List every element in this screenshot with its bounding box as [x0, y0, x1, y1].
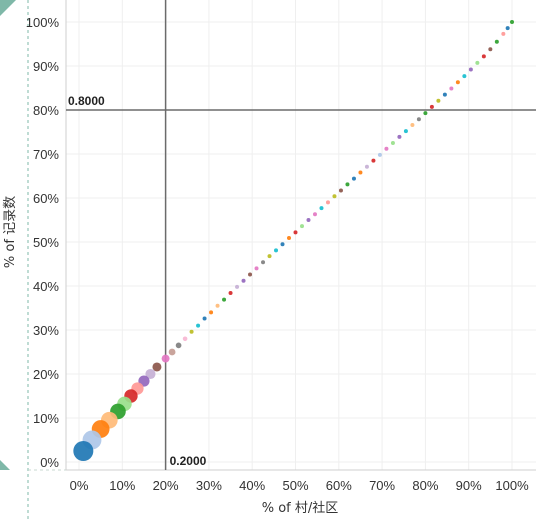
data-point-14 — [182, 336, 188, 342]
data-point-28 — [274, 248, 279, 253]
x-tick-label-1: 10% — [109, 478, 135, 493]
data-point-37 — [332, 194, 337, 199]
data-point-55 — [449, 86, 454, 91]
data-point-54 — [442, 92, 447, 97]
data-point-40 — [351, 176, 356, 181]
data-point-11 — [161, 354, 170, 363]
x-tick-label-7: 70% — [369, 478, 395, 493]
data-point-10 — [152, 362, 162, 372]
data-point-19 — [215, 303, 220, 308]
y-tick-label-4: 40% — [33, 279, 59, 294]
data-point-12 — [168, 348, 176, 356]
data-point-41 — [358, 170, 363, 175]
data-point-18 — [209, 310, 214, 315]
data-point-57 — [462, 74, 467, 79]
x-tick-label-3: 30% — [196, 478, 222, 493]
y-tick-label-1: 10% — [33, 411, 59, 426]
x-tick-label-4: 40% — [239, 478, 265, 493]
data-point-34 — [312, 212, 317, 217]
data-point-25 — [254, 266, 259, 271]
y-tick-label-9: 90% — [33, 59, 59, 74]
x-tick-label-5: 50% — [282, 478, 308, 493]
data-point-22 — [235, 284, 240, 289]
data-point-9 — [145, 368, 156, 380]
data-point-13 — [175, 342, 182, 349]
data-point-31 — [293, 230, 298, 235]
data-point-48 — [403, 129, 408, 134]
data-point-49 — [410, 122, 415, 127]
reference-line-y-label: 0.8000 — [68, 94, 105, 108]
data-point-52 — [429, 104, 434, 109]
y-tick-label-8: 80% — [33, 103, 59, 118]
y-tick-label-2: 20% — [33, 367, 59, 382]
data-point-62 — [494, 39, 499, 44]
x-tick-label-8: 80% — [412, 478, 438, 493]
data-point-42 — [364, 164, 369, 169]
data-points — [73, 20, 514, 461]
data-point-24 — [248, 272, 253, 277]
data-point-38 — [338, 188, 343, 193]
data-point-21 — [228, 291, 233, 296]
y-tick-label-0: 0% — [40, 455, 59, 470]
data-point-26 — [261, 260, 266, 265]
data-point-45 — [384, 146, 389, 151]
x-tick-label-6: 60% — [326, 478, 352, 493]
y-axis-title: % of 记录数 — [3, 196, 18, 268]
axes — [65, 0, 536, 471]
x-tick-label-10: 100% — [495, 478, 529, 493]
y-tick-label-6: 60% — [33, 191, 59, 206]
data-point-58 — [468, 67, 473, 72]
data-point-59 — [475, 60, 480, 65]
data-point-16 — [196, 323, 201, 328]
data-point-33 — [306, 218, 311, 222]
data-point-35 — [319, 206, 324, 211]
data-point-51 — [423, 111, 428, 116]
data-point-63 — [501, 31, 506, 36]
data-point-27 — [267, 254, 272, 259]
data-point-60 — [481, 54, 486, 59]
y-tick-label-5: 50% — [33, 235, 59, 250]
data-point-39 — [345, 182, 350, 187]
data-point-0 — [73, 441, 94, 461]
y-axis-tick-labels: 0% 10% 20% 30% 40% 50% 60% 70% 80% 90% 100% — [26, 15, 60, 470]
data-point-36 — [325, 200, 330, 205]
y-tick-label-3: 30% — [33, 323, 59, 338]
data-point-65 — [510, 20, 514, 24]
data-point-53 — [436, 98, 441, 103]
data-point-64 — [505, 26, 510, 31]
data-point-46 — [390, 141, 395, 145]
data-point-23 — [241, 278, 246, 283]
reference-line-x-label: 0.2000 — [170, 454, 207, 468]
x-tick-label-2: 20% — [153, 478, 179, 493]
data-point-29 — [280, 242, 285, 247]
data-point-44 — [377, 152, 382, 157]
data-point-43 — [371, 158, 376, 163]
x-tick-label-9: 90% — [456, 478, 482, 493]
data-point-20 — [222, 297, 227, 302]
corner-triangle-top-left — [0, 0, 16, 16]
data-point-30 — [287, 236, 292, 241]
plot-area — [66, 0, 536, 470]
x-axis-title: % of 村/社区 — [262, 500, 339, 516]
y-tick-label-10: 100% — [26, 15, 60, 30]
data-point-47 — [397, 134, 402, 139]
data-point-15 — [189, 329, 194, 334]
x-tick-label-0: 0% — [70, 478, 89, 493]
corner-triangle-bottom-left — [0, 460, 10, 470]
data-point-50 — [416, 117, 421, 122]
data-point-56 — [455, 80, 460, 85]
data-point-32 — [299, 224, 304, 229]
data-point-61 — [488, 47, 493, 52]
y-tick-label-7: 70% — [33, 147, 59, 162]
x-axis-tick-labels: 0% 10% 20% 30% 40% 50% 60% 70% 80% 90% 100% — [70, 478, 529, 493]
gridlines — [66, 0, 536, 470]
reference-lines: 0.2000 0.8000 — [66, 0, 536, 470]
data-point-17 — [202, 316, 207, 321]
